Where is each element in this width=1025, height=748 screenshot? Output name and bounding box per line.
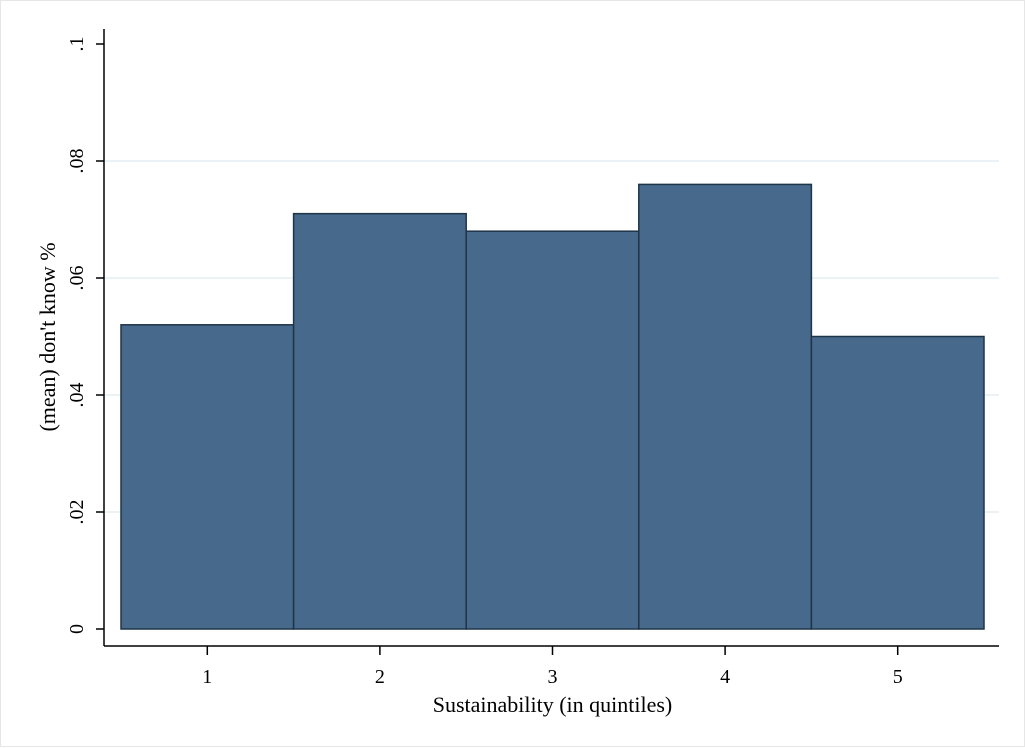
y-ticks: 0 .02 .04 .06 .08 .1 — [66, 37, 104, 634]
y-tick-label: .1 — [66, 37, 88, 52]
x-tick-label: 4 — [720, 666, 730, 688]
x-tick-label: 5 — [893, 666, 903, 688]
bar — [638, 183, 813, 630]
y-axis-title: (mean) don't know % — [35, 242, 60, 431]
x-tick-label: 2 — [375, 666, 385, 688]
bar — [810, 335, 985, 630]
bar — [292, 212, 467, 630]
x-ticks: 1 2 3 4 5 — [202, 646, 903, 688]
bars — [120, 183, 985, 630]
y-tick-label: 0 — [66, 624, 88, 634]
y-tick-label: .04 — [66, 383, 88, 408]
bar — [465, 230, 640, 630]
y-tick-label: .06 — [66, 266, 88, 291]
y-tick-label: .02 — [66, 500, 88, 525]
axes — [103, 29, 999, 647]
x-axis-title: Sustainability (in quintiles) — [433, 692, 673, 717]
x-tick-label: 3 — [548, 666, 558, 688]
bar — [120, 324, 295, 630]
x-tick-label: 1 — [202, 666, 212, 688]
y-tick-label: .08 — [66, 149, 88, 174]
